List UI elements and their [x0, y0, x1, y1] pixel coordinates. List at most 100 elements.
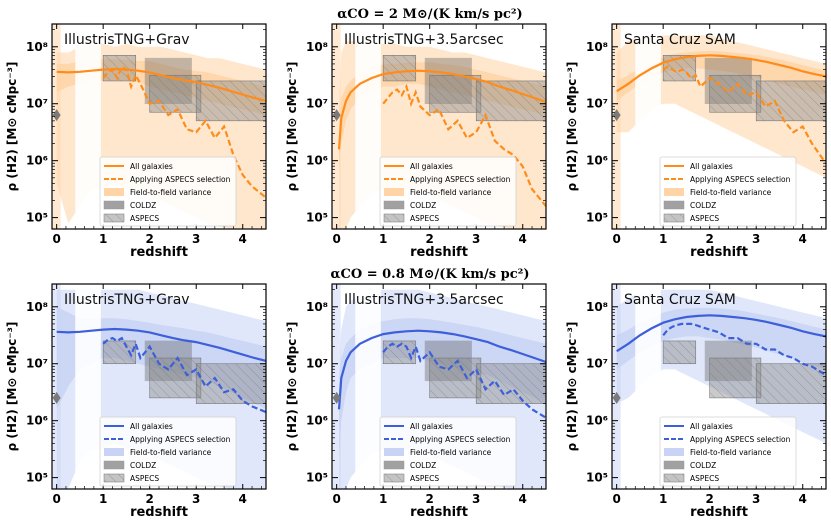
x-tick-label: 0: [52, 232, 60, 246]
panel-5: Santa Cruz SAM 0 1 2 3 4 10⁵ 10⁶ 10⁷ 10⁸ redshift ρ…: [565, 283, 827, 520]
x-tick-label: 3: [472, 492, 480, 506]
z0-diamond-marker: [332, 391, 341, 404]
y-tick-label: 10⁵: [586, 471, 608, 485]
legend-swatch-aspecs-hatch: [103, 213, 125, 223]
line-aspecs-selection: [662, 322, 826, 377]
legend-entry: Field-to-field variance: [130, 188, 212, 197]
panel-3: IllustrisTNG+Grav 0 1 2 3 4 10⁵ 10⁶ 10⁷ 10⁸ redshi…: [5, 283, 267, 520]
aspecs-box-hatch: [662, 340, 697, 365]
variance-strip-low-z: [332, 24, 341, 229]
redshift-gap: [75, 24, 101, 229]
legend-entry: ASPECS: [690, 474, 719, 483]
panel-title: IllustrisTNG+3.5arcsec: [344, 292, 504, 308]
aspecs-box-hatch: [755, 363, 826, 404]
legend-entry: ASPECS: [690, 214, 719, 223]
aspecs-box-hatch: [102, 340, 137, 365]
aspecs-box-hatch: [429, 74, 482, 113]
legend-swatch-variance: [104, 448, 124, 456]
y-tick-label: 10⁶: [586, 154, 608, 168]
line-all-galaxies: [337, 69, 546, 150]
plot-content: [612, 24, 826, 229]
legend-entry: ASPECS: [130, 214, 159, 223]
panel-title: Santa Cruz SAM: [624, 292, 736, 308]
legend-entry: ASPECS: [410, 214, 439, 223]
variance-strip-low-z: [52, 284, 61, 489]
legend-entry: All galaxies: [130, 162, 173, 171]
aspecs-box-hatch: [755, 80, 826, 122]
legend-swatch-aspecs-hatch: [103, 473, 125, 483]
legend-entry: COLDZ: [130, 461, 156, 470]
x-tick-label: 4: [799, 492, 807, 506]
x-axis-label: redshift: [410, 505, 468, 520]
legend-entry: All galaxies: [410, 162, 453, 171]
x-tick-label: 0: [332, 492, 340, 506]
x-tick-label: 0: [52, 492, 60, 506]
legend-entry: Applying ASPECS selection: [690, 435, 791, 444]
x-axis-label: redshift: [130, 505, 188, 520]
redshift-gap: [635, 24, 661, 229]
x-axis-label: redshift: [690, 245, 748, 260]
line-all-galaxies: [616, 314, 826, 353]
legend-entry: ASPECS: [130, 474, 159, 483]
panel-0: IllustrisTNG+Grav 0 1 2 3 4 10⁵ 10⁶ 10⁷ 10⁸ redshi…: [5, 23, 267, 260]
redshift-gap: [635, 284, 661, 489]
y-tick-label: 10⁵: [26, 471, 48, 485]
legend-entry: Field-to-field variance: [130, 448, 212, 457]
legend: All galaxies Applying ASPECS selection Fie…: [379, 156, 517, 227]
x-tick-label: 1: [99, 492, 107, 506]
x-tick-label: 4: [239, 232, 247, 246]
y-tick-label: 10⁷: [306, 357, 328, 371]
y-tick-label: 10⁵: [306, 471, 328, 485]
legend-swatch-variance: [664, 448, 684, 456]
panel-title: IllustrisTNG+3.5arcsec: [344, 32, 504, 48]
variance-strip-low-z: [612, 284, 621, 489]
legend-box: [659, 156, 797, 227]
legend-entry: All galaxies: [410, 422, 453, 431]
panel-title: Santa Cruz SAM: [624, 32, 736, 48]
y-tick-label: 10⁶: [306, 414, 328, 428]
legend-entry: COLDZ: [690, 201, 716, 210]
legend: All galaxies Applying ASPECS selection Fie…: [379, 416, 517, 487]
panel-1: IllustrisTNG+3.5arcsec 0 1 2 3 4 10⁵ 10⁶ 10⁷ 10⁸ r…: [285, 23, 547, 260]
legend-box: [99, 156, 237, 227]
line-aspecs-selection: [382, 342, 546, 419]
legend-swatch-variance: [384, 448, 404, 456]
x-tick-label: 2: [706, 232, 714, 246]
plot-content: [612, 284, 826, 489]
x-tick-label: 0: [612, 232, 620, 246]
panel-title: IllustrisTNG+Grav: [64, 292, 190, 308]
x-tick-label: 3: [752, 232, 760, 246]
z0-diamond-marker: [52, 109, 61, 122]
legend-swatch-variance: [384, 188, 404, 196]
z0-diamond-marker: [612, 109, 621, 122]
legend-entry: COLDZ: [130, 201, 156, 210]
legend-entry: COLDZ: [410, 461, 436, 470]
row-title-top: αCO = 2 M⊙/(K km/s pc²): [337, 7, 522, 22]
legend-swatch-coldz: [103, 200, 125, 210]
legend-entry: Field-to-field variance: [410, 448, 492, 457]
aspecs-box-hatch: [195, 363, 266, 404]
variance-strip-low-z: [52, 24, 61, 229]
aspecs-box-hatch: [429, 357, 482, 399]
aspecs-box-hatch: [149, 357, 202, 399]
legend-entry: Applying ASPECS selection: [410, 175, 511, 184]
line-all-galaxies: [337, 329, 546, 410]
legend-swatch-coldz: [383, 200, 405, 210]
x-tick-label: 1: [659, 232, 667, 246]
y-tick-label: 10⁸: [306, 300, 328, 314]
legend-entry: Field-to-field variance: [410, 188, 492, 197]
x-tick-label: 1: [379, 492, 387, 506]
legend-swatch-aspecs-hatch: [383, 473, 405, 483]
legend-swatch-coldz: [103, 460, 125, 470]
x-tick-label: 4: [519, 492, 527, 506]
legend-box: [379, 156, 517, 227]
x-tick-label: 4: [519, 232, 527, 246]
aspecs-box-hatch: [102, 55, 137, 82]
legend-entry: Field-to-field variance: [690, 188, 772, 197]
y-tick-label: 10⁷: [586, 357, 608, 371]
legend-swatch-aspecs-hatch: [663, 213, 685, 223]
line-aspecs-selection: [102, 336, 266, 414]
variance-strip-low-z: [612, 24, 621, 229]
y-axis-label: ρ (H2) [M⊙ cMpc⁻³]: [565, 322, 579, 452]
